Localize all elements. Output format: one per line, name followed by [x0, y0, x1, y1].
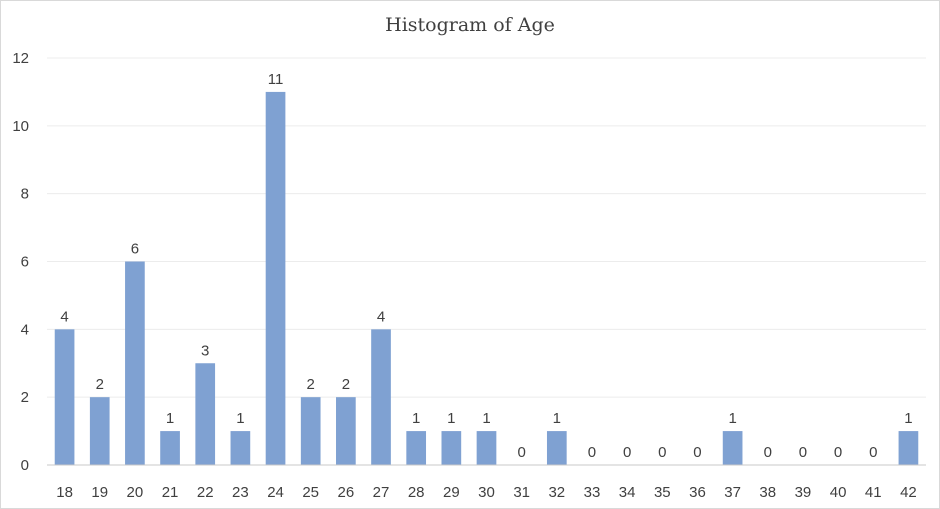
data-label: 0	[588, 444, 596, 461]
x-tick-label: 30	[478, 484, 495, 501]
x-tick-label: 34	[619, 484, 636, 501]
y-tick-label: 8	[21, 186, 29, 203]
y-axis-ticks: 0 2 4 6 8 10 12	[12, 50, 29, 474]
bar	[722, 431, 743, 465]
data-label: 1	[236, 410, 244, 427]
data-label: 0	[693, 444, 701, 461]
y-tick-label: 6	[21, 254, 29, 271]
data-label: 11	[268, 71, 284, 88]
bar	[300, 397, 321, 465]
data-label: 0	[869, 444, 877, 461]
bar	[125, 261, 145, 465]
bar	[195, 363, 216, 465]
data-label: 1	[447, 410, 455, 427]
x-tick-label: 38	[759, 484, 776, 501]
x-tick-label: 24	[267, 484, 284, 501]
data-label: 2	[342, 376, 350, 393]
data-label: 1	[412, 410, 420, 427]
data-label: 1	[904, 410, 912, 427]
bar	[89, 397, 110, 465]
x-tick-label: 26	[338, 484, 355, 501]
bar	[54, 329, 75, 465]
data-label: 1	[482, 410, 490, 427]
y-tick-label: 4	[21, 321, 29, 338]
x-axis-ticks: 18 19 20 21 22 23 24 25 26 27 28 29 30 31 32 33 34 35 36 37…	[56, 484, 917, 501]
x-tick-label: 35	[654, 484, 671, 501]
x-tick-label: 27	[373, 484, 390, 501]
x-tick-label: 32	[548, 484, 565, 501]
x-tick-label: 21	[162, 484, 179, 501]
data-label: 2	[96, 376, 104, 393]
x-tick-label: 31	[513, 484, 530, 501]
data-label: 1	[728, 410, 736, 427]
data-label: 6	[131, 241, 139, 258]
bar	[441, 431, 462, 465]
x-tick-label: 39	[795, 484, 812, 501]
data-label: 4	[377, 308, 385, 325]
data-label: 3	[201, 342, 209, 359]
bar	[371, 329, 391, 465]
data-label: 0	[517, 444, 525, 461]
x-tick-label: 33	[584, 484, 601, 501]
x-tick-label: 37	[724, 484, 741, 501]
data-label: 0	[658, 444, 666, 461]
x-tick-label: 41	[865, 484, 882, 501]
y-tick-label: 12	[12, 50, 29, 67]
bar	[336, 397, 356, 465]
data-label: 4	[60, 308, 68, 325]
bar	[406, 431, 427, 465]
bar	[160, 431, 180, 465]
x-tick-label: 25	[302, 484, 319, 501]
x-tick-label: 19	[91, 484, 108, 501]
x-tick-label: 42	[900, 484, 917, 501]
bar	[265, 91, 286, 466]
x-tick-label: 18	[56, 484, 73, 501]
data-label: 1	[166, 410, 174, 427]
chart-title: Histogram of Age	[385, 14, 555, 36]
bar	[898, 431, 919, 465]
bar	[476, 431, 497, 465]
data-label: 0	[799, 444, 807, 461]
x-tick-label: 36	[689, 484, 706, 501]
x-tick-label: 20	[127, 484, 144, 501]
data-label: 0	[834, 444, 842, 461]
bar	[230, 431, 251, 465]
bars	[54, 91, 919, 466]
data-label: 0	[623, 444, 631, 461]
gridlines	[47, 57, 926, 398]
x-tick-label: 29	[443, 484, 460, 501]
y-tick-label: 0	[21, 457, 29, 474]
x-tick-label: 22	[197, 484, 214, 501]
x-tick-label: 23	[232, 484, 249, 501]
data-label: 0	[764, 444, 772, 461]
x-tick-label: 40	[830, 484, 847, 501]
y-tick-label: 2	[21, 389, 29, 406]
y-tick-label: 10	[12, 118, 29, 135]
bar	[546, 431, 567, 465]
data-label: 2	[307, 376, 315, 393]
x-tick-label: 28	[408, 484, 425, 501]
data-label: 1	[553, 410, 561, 427]
